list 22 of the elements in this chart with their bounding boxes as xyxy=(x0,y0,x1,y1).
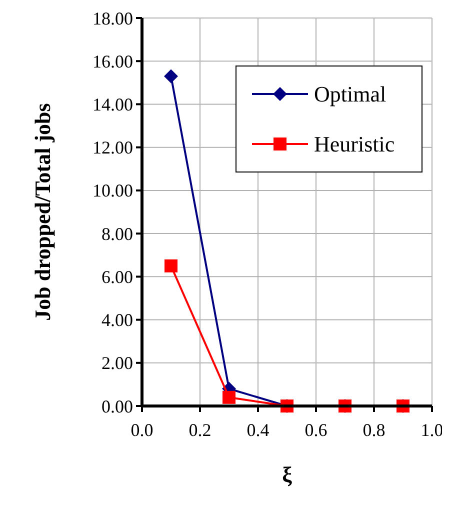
y-tick-label: 4.00 xyxy=(102,310,133,330)
y-tick-label: 18.00 xyxy=(92,8,133,28)
y-tick-label: 6.00 xyxy=(102,266,133,287)
x-tick-label: 0.4 xyxy=(246,420,270,440)
point xyxy=(164,259,178,272)
x-tick-label: 0.6 xyxy=(304,420,328,440)
point xyxy=(222,390,236,404)
legend-label: Optimal xyxy=(314,82,386,107)
x-tick-label: 0.8 xyxy=(362,420,386,440)
y-tick-label: 2.00 xyxy=(102,353,133,374)
x-tick-label: 0.0 xyxy=(130,420,154,440)
y-tick-label: 0.00 xyxy=(102,396,133,416)
y-tick-label: 14.00 xyxy=(92,94,133,115)
x-tick-label: 0.2 xyxy=(188,420,212,440)
y-tick-label: 8.00 xyxy=(102,224,133,244)
y-tick-label: 12.00 xyxy=(92,138,133,158)
point xyxy=(164,69,178,84)
y-axis-title: Job dropped/Total jobs xyxy=(30,102,55,321)
legend-label: Heuristic xyxy=(314,132,395,157)
y-tick-label: 10.00 xyxy=(92,180,133,201)
y-tick-label: 16.00 xyxy=(92,51,133,72)
x-axis-title: ξ xyxy=(282,462,292,487)
